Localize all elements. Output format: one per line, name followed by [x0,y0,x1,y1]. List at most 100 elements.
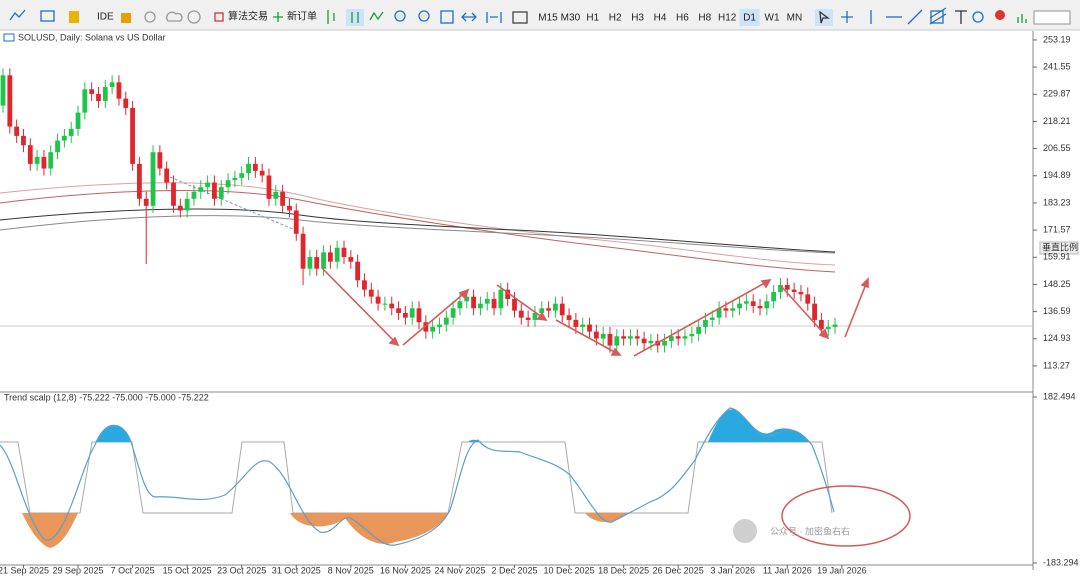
candle-body [450,308,456,318]
candle-body [819,319,824,330]
candle-body [600,333,606,339]
timeframe-button[interactable]: MN [787,13,803,24]
timeframe-button[interactable]: H1 [586,13,599,24]
icon-bars[interactable] [327,10,335,24]
x-tick-label: 21 Sep 2025 [0,565,49,575]
candle-body [621,336,627,339]
candle-body [648,340,654,344]
y-tick-label: 113.27 [1043,360,1070,370]
candle-body [668,336,674,341]
candle-body [116,82,122,99]
icon-gold[interactable] [69,11,79,23]
candle-body [164,168,170,183]
candle-body [784,285,790,290]
icon-shift[interactable] [486,12,502,23]
icon-text[interactable] [955,10,967,24]
candle-body [341,247,347,258]
candle-body [443,317,449,325]
candle-body [416,308,422,323]
icon-algo[interactable] [214,12,224,22]
x-tick-label: 10 Dec 2025 [544,565,595,575]
candle-body [68,128,74,136]
icon-shapes[interactable] [972,11,984,23]
y-tick-label: 253.19 [1043,34,1071,44]
icon-line-chart[interactable] [9,9,26,21]
icon-crosshair[interactable] [841,11,853,23]
candle-body [798,291,804,295]
scale-button[interactable] [1039,241,1079,255]
timeframe-button[interactable]: M30 [561,13,581,24]
icon-indicators[interactable] [1017,14,1027,23]
candle-body [593,331,599,339]
y-tick-label: 229.87 [1043,89,1071,99]
search-box[interactable] [1033,10,1071,25]
indicator [0,407,835,548]
candle-body [484,298,490,304]
icon-line[interactable] [369,11,384,21]
candle-body [757,305,763,309]
watermark: 公众号 · 加密鱼右右 [770,525,850,536]
candle-body [396,308,401,313]
candle-body [239,173,245,178]
timeframe-button[interactable]: H2 [609,13,622,24]
icon-autoscroll[interactable] [461,12,477,22]
scale-label[interactable]: 垂直比例 [1042,241,1078,252]
timeframe-button[interactable]: H4 [654,13,667,24]
candle-body [14,126,20,136]
candle-body [518,310,524,318]
icon-charts[interactable] [40,10,55,22]
icon-cloud[interactable] [166,11,183,22]
candle-body [273,191,279,199]
timeframe-button[interactable]: H6 [676,13,689,24]
y-tick-label: 136.59 [1043,306,1071,316]
icon-alerts[interactable] [995,10,1005,20]
candle-body [573,319,579,327]
candle-body [137,163,142,199]
candle-body [539,308,545,313]
order-button[interactable]: 新订单 [287,10,317,23]
y-tick-label: 194.89 [1043,170,1071,180]
candle-body [791,289,797,292]
candle-body [355,261,361,281]
ide-button[interactable]: IDE [97,12,114,23]
icon-candles[interactable] [351,12,359,23]
timeframe-button[interactable]: H12 [718,13,737,24]
candle-body [123,98,129,108]
icon-new-order[interactable] [273,12,283,22]
timeframe-button[interactable]: D1 [743,13,756,24]
icon-zoom-in[interactable] [394,10,406,22]
candle-body [21,135,26,146]
candle-body [48,152,54,169]
icon-trendline[interactable] [907,9,923,25]
timeframe-button[interactable]: W1 [765,13,780,24]
icon-signal[interactable] [144,11,156,23]
icon-candles-active[interactable] [346,9,364,26]
candle-body [300,233,306,269]
timeframe-button[interactable]: H3 [631,13,644,24]
candle-body [184,198,190,211]
candle-body [102,86,108,101]
icon-grid[interactable] [440,10,454,24]
icon-rect[interactable] [930,10,944,24]
candle-body [382,303,388,305]
candle-body [723,308,729,311]
candle-body [498,289,504,309]
icon-screenshot[interactable] [512,11,528,24]
candle-body [109,82,115,87]
candle-body [580,324,586,327]
candle-body [764,301,770,309]
candle-body [212,182,217,199]
icon-zoom-out[interactable] [418,10,430,22]
algo-button[interactable]: 算法交易 [228,10,268,23]
timeframe-button[interactable]: H8 [698,13,711,24]
timeframe-button[interactable]: M15 [538,13,558,24]
icon-cursor[interactable] [819,10,830,24]
candle-body [157,152,163,169]
icon-lock[interactable] [121,13,131,23]
icon-globe[interactable] [187,10,201,24]
candle-body [0,75,6,106]
candle-body [491,298,497,309]
x-tick-label: 23 Oct 2025 [217,565,266,575]
